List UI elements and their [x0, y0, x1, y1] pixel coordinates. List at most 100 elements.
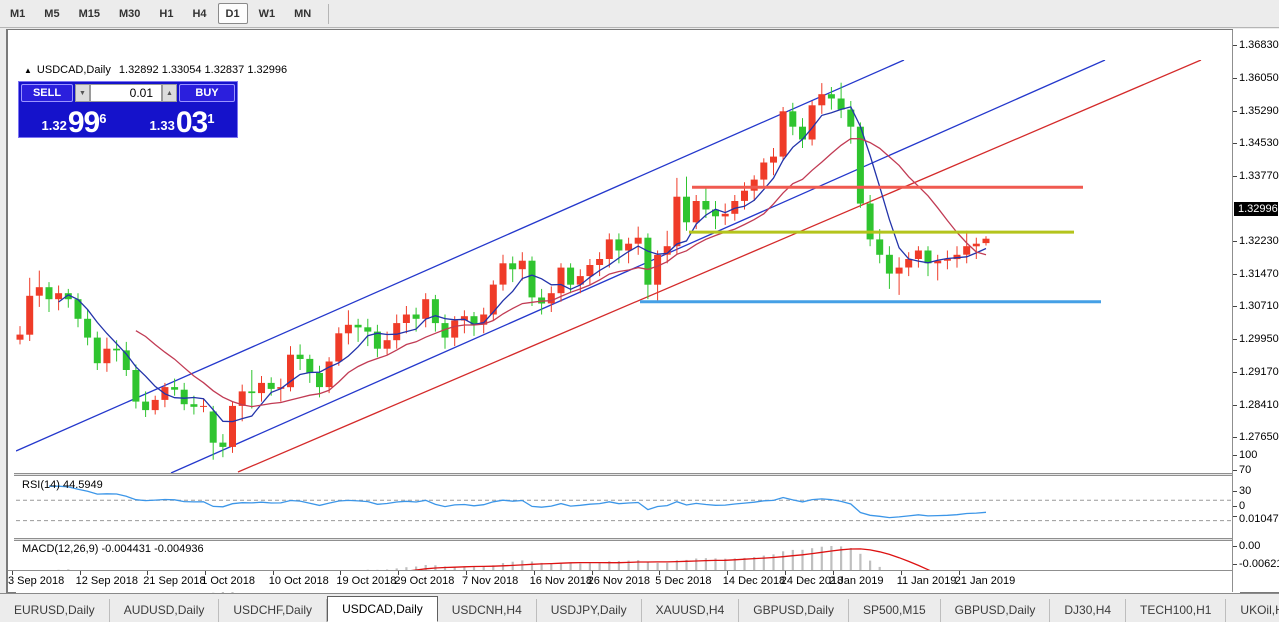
date-axis-tick — [784, 571, 786, 575]
red-support-trendline[interactable] — [237, 60, 1202, 473]
date-axis-tick — [79, 571, 81, 575]
timeframe-button-m30[interactable]: M30 — [118, 7, 141, 20]
timeframe-button-m15[interactable]: M15 — [78, 7, 100, 20]
chevron-down-icon: ▼ — [79, 89, 86, 97]
macd-axis-tick — [1233, 564, 1237, 565]
chart-tab-tech100-h1[interactable]: TECH100,H1 — [1126, 599, 1227, 622]
chart-tab-usdcnh-h4[interactable]: USDCNH,H4 — [438, 599, 537, 622]
rsi-axis-tick — [1233, 455, 1237, 456]
price-axis-label: 1.34530 — [1239, 137, 1279, 150]
chart-tab-bar: EURUSD,Daily AUDUSD,Daily USDCHF,Daily USDC… — [0, 593, 1279, 622]
volume-input[interactable]: 0.01 — [90, 84, 162, 102]
macd-axis-label: 0.010474 — [1239, 513, 1279, 525]
price-axis-label: 1.27650 — [1239, 431, 1279, 443]
main-price-chart[interactable] — [16, 60, 1240, 473]
chart-tab-xauusd-h4[interactable]: XAUUSD,H4 — [642, 599, 740, 622]
date-axis-label: 29 Oct 2018 — [394, 575, 455, 587]
buy-price-prefix: 1.33 — [149, 118, 175, 133]
sell-price-pipette: 6 — [99, 111, 107, 126]
sell-price-button[interactable]: 1.32 99 6 — [21, 104, 127, 139]
price-axis[interactable]: 100 70 30 00.010474 0.00 -0.006218 1.36830 1.36… — [1233, 29, 1279, 592]
sell-button[interactable]: SELL — [21, 84, 73, 102]
pane-separator[interactable] — [14, 538, 1241, 541]
rsi-axis-tick — [1233, 470, 1237, 472]
timeframe-button-m1[interactable]: M1 — [10, 7, 26, 20]
buy-price-button[interactable]: 1.33 03 1 — [129, 104, 235, 138]
collapse-panel-icon[interactable]: ▲ — [24, 66, 32, 75]
rsi-axis-label: 100 — [1239, 449, 1258, 461]
timeframe-button-mn[interactable]: MN — [294, 7, 312, 20]
timeframe-button-d1[interactable]: D1 — [217, 3, 248, 24]
date-axis-label: 5 Dec 2018 — [655, 575, 712, 587]
price-axis-tick — [1233, 45, 1237, 46]
timeframe-toolbar: M1 M5 M15 M30 H1 H4 D1 W1 MN — [0, 0, 1279, 28]
chart-ohlc-values: 1.32892 1.33054 1.32837 1.32996 — [118, 64, 288, 76]
timeframe-button-w1[interactable]: W1 — [258, 7, 276, 20]
price-axis-tick — [1233, 110, 1237, 112]
timeframe-button-h1[interactable]: H1 — [159, 7, 174, 20]
timeframe-button-m5[interactable]: M5 — [44, 7, 60, 20]
price-axis-tick — [1233, 404, 1237, 406]
price-axis-label: 1.33770 — [1239, 169, 1279, 182]
chart-tab-gbpusd-daily[interactable]: GBPUSD,Daily — [941, 599, 1051, 622]
chart-tab-eurusd-daily[interactable]: EURUSD,Daily — [0, 599, 110, 622]
price-axis-label: 1.31470 — [1239, 267, 1279, 280]
date-axis-label: 21 Jan 2019 — [954, 575, 1016, 587]
chart-tab-usdchf-daily[interactable]: USDCHF,Daily — [219, 599, 328, 622]
rsi-axis-label: 0 — [1239, 499, 1246, 512]
date-axis-tick — [205, 571, 207, 575]
date-axis-label: 19 Oct 2018 — [336, 575, 397, 587]
rsi-axis-tick — [1233, 490, 1237, 492]
chart-tab-gbpusd-daily[interactable]: GBPUSD,Daily — [739, 599, 849, 622]
rsi-indicator-pane[interactable] — [16, 476, 1240, 538]
chart-tab-ukoil-h1[interactable]: UKOil,H1 — [1226, 599, 1279, 622]
price-axis-tick — [1233, 306, 1237, 308]
macd-axis-tick — [1233, 546, 1237, 547]
date-axis-tick — [340, 571, 342, 575]
pane-separator[interactable] — [14, 473, 1241, 476]
volume-increase-button[interactable]: ▲ — [162, 84, 177, 102]
date-axis-label: 3 Sep 2018 — [8, 575, 65, 587]
chart-tab-usdjpy-daily[interactable]: USDJPY,Daily — [537, 599, 642, 622]
price-axis-label: 1.32230 — [1239, 235, 1279, 248]
price-axis-tick — [1233, 338, 1237, 340]
timeframe-button-h4[interactable]: H4 — [192, 7, 207, 20]
one-click-trade-panel: SELL ▼ 0.01 ▲ BUY 1.32 99 6 1.33 03 1 — [18, 81, 238, 138]
price-axis-tick — [1233, 78, 1237, 80]
date-axis-label: 11 Jan 2019 — [896, 575, 957, 587]
rsi-axis-label: 30 — [1239, 484, 1252, 497]
price-axis-label: 1.29170 — [1239, 366, 1279, 379]
date-axis-label: 16 Nov 2018 — [529, 575, 592, 587]
channel-upper-trendline[interactable] — [16, 60, 905, 452]
chart-tab-audusd-daily[interactable]: AUDUSD,Daily — [110, 599, 220, 622]
date-axis-label: 10 Oct 2018 — [268, 575, 329, 587]
chart-tab-sp500-m15[interactable]: SP500,M15 — [849, 599, 941, 622]
price-axis-tick — [1233, 437, 1237, 438]
date-axis-tick — [147, 571, 149, 575]
macd-axis-label: -0.006218 — [1239, 558, 1279, 570]
chart-tab-usdcad-daily[interactable]: USDCAD,Daily — [327, 596, 438, 622]
toolbar-separator — [328, 3, 330, 24]
price-axis-separator — [1232, 30, 1233, 592]
price-axis-tick — [1233, 273, 1237, 275]
date-axis-tick — [726, 571, 728, 575]
date-axis-label: 26 Nov 2018 — [587, 575, 650, 587]
price-axis-label: 1.36830 — [1239, 39, 1279, 51]
sell-price-big-digits: 99 — [67, 106, 100, 139]
date-axis-tick — [466, 571, 467, 575]
chart-window: ▲ USDCAD,Daily 1.32892 1.33054 1.32837 1.3… — [6, 29, 1279, 600]
date-axis-tick — [958, 571, 960, 575]
date-axis-label: 1 Oct 2018 — [201, 575, 256, 587]
chart-tab-dj30-h4[interactable]: DJ30,H4 — [1050, 599, 1127, 622]
macd-axis-tick — [1233, 516, 1237, 517]
chevron-up-icon: ▲ — [166, 89, 173, 97]
volume-decrease-button[interactable]: ▼ — [75, 84, 90, 102]
current-price-tag: 1.32996 — [1234, 201, 1278, 216]
price-axis-label: 1.29950 — [1239, 332, 1279, 345]
channel-lower-trendline[interactable] — [170, 60, 1106, 473]
date-axis-tick — [12, 571, 13, 575]
date-axis[interactable]: 3 Sep 2018 12 Sep 2018 21 Sep 2018 1 Oct 20… — [8, 571, 1232, 592]
date-axis-label: 12 Sep 2018 — [75, 575, 138, 587]
buy-button[interactable]: BUY — [179, 84, 235, 102]
date-axis-tick — [272, 571, 274, 575]
